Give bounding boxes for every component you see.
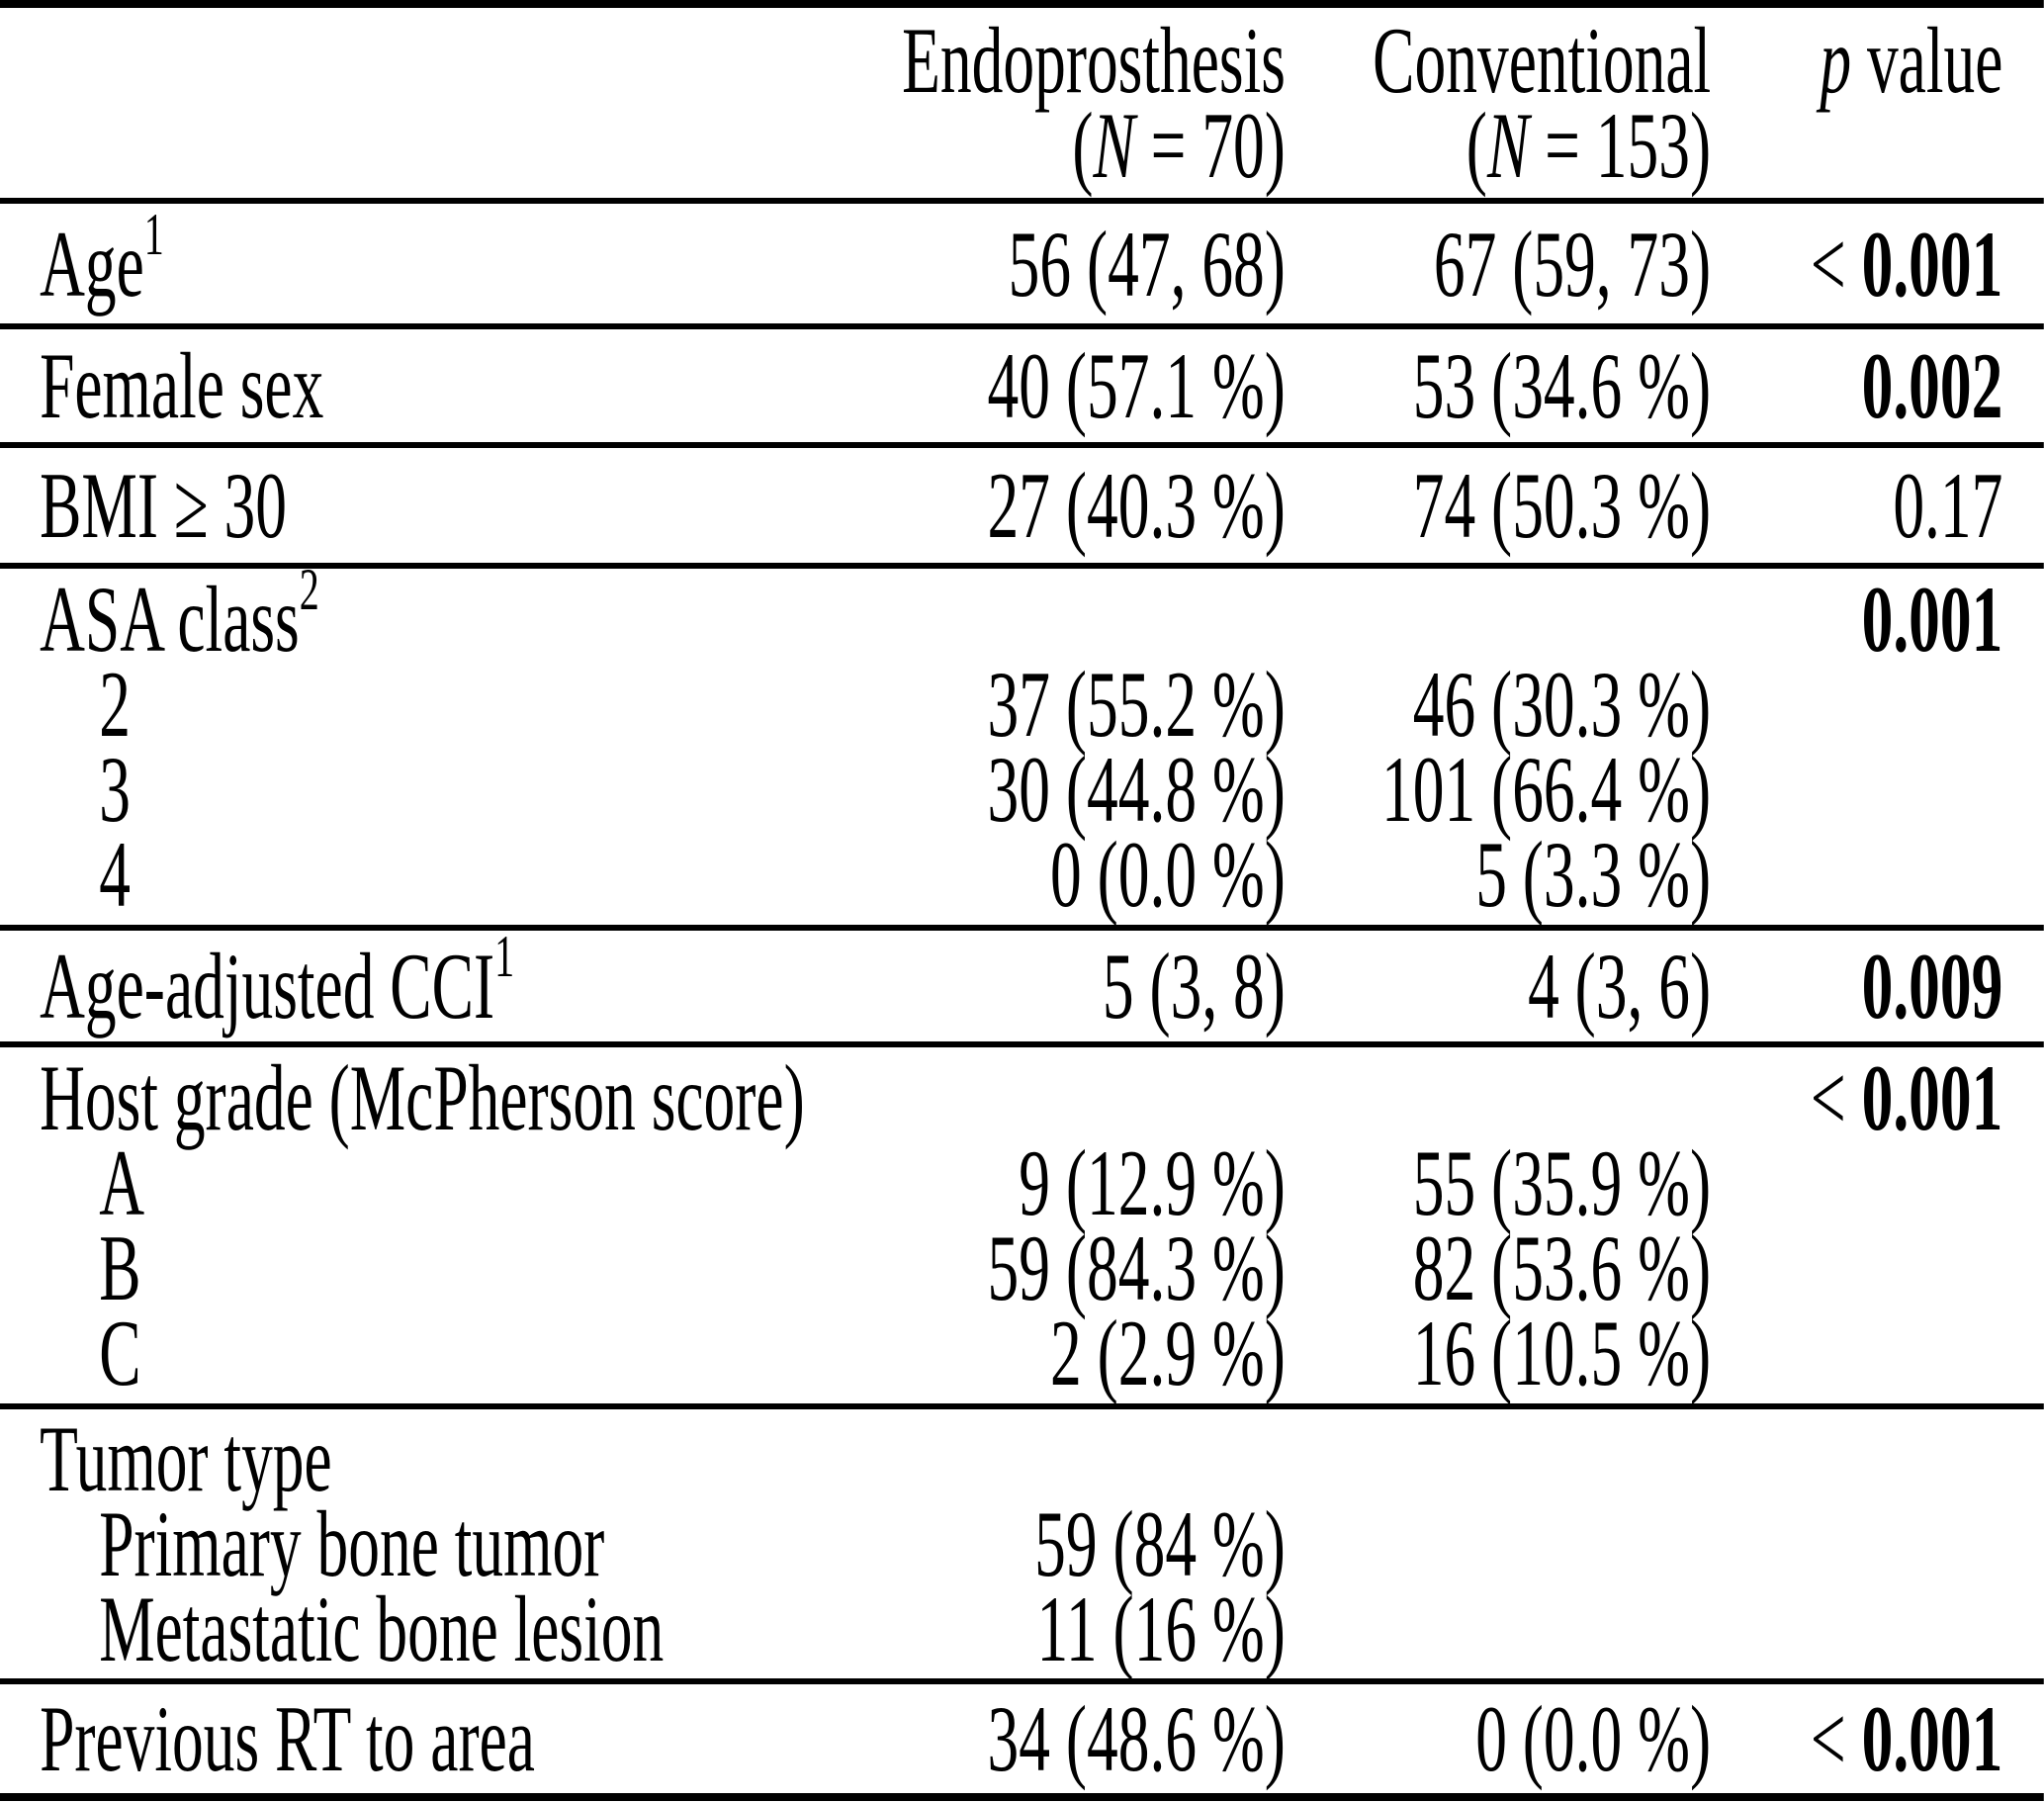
row-label-asa-class: ASA class2 [40, 557, 319, 672]
cell-bmi-conv: 74 (50.3 %) [1412, 453, 1712, 558]
row-age-adjusted-cci: Age-adjusted CCI1 5 (3, 8) 4 (3, 6) 0.00… [0, 924, 2044, 1041]
row-separator-rule [0, 442, 2044, 448]
cell-metastatic-endo: 11 (16 %) [1036, 1577, 1286, 1681]
row-bmi: BMI ≥ 30 27 (40.3 %) 74 (50.3 %) 0.17 [0, 448, 2044, 563]
footnote-marker: 1 [494, 924, 515, 989]
section-host-grade: Host grade (McPherson score) < 0.001 A 9… [0, 1047, 2044, 1403]
cell-female-conv: 53 (34.6 %) [1412, 333, 1712, 438]
row-label-host-b: B [99, 1216, 141, 1320]
row-label-asa-2: 2 [99, 652, 131, 757]
row-label-cci: Age-adjusted CCI1 [40, 924, 515, 1038]
cell-asa-p: 0.001 [1861, 567, 2003, 672]
section-tumor-type: Tumor type Primary bone tumor 59 (84 %) … [0, 1409, 2044, 1678]
cell-rt-p: < 0.001 [1810, 1686, 2003, 1791]
row-separator-rule [0, 323, 2044, 329]
cell-primary-endo: 59 (84 %) [1034, 1491, 1286, 1596]
row-label-host-grade: Host grade (McPherson score) [40, 1045, 805, 1150]
footnote-marker: 2 [299, 557, 319, 622]
col-header-conventional: Conventional [1373, 8, 1712, 113]
cell-host-b-endo: 59 (84.3 %) [987, 1216, 1286, 1320]
cell-asa-2-conv: 46 (30.3 %) [1412, 652, 1712, 757]
cell-asa-4-conv: 5 (3.3 %) [1475, 822, 1712, 927]
cell-asa-3-conv: 101 (66.4 %) [1381, 737, 1712, 842]
row-label-tumor-type: Tumor type [40, 1406, 332, 1511]
row-label-bmi: BMI ≥ 30 [40, 453, 287, 558]
cell-bmi-endo: 27 (40.3 %) [987, 453, 1286, 558]
cell-host-a-endo: 9 (12.9 %) [1019, 1130, 1286, 1235]
cell-host-c-endo: 2 (2.9 %) [1050, 1301, 1286, 1405]
cell-female-p: 0.002 [1861, 333, 2003, 438]
header-n-row: (N = 70) (N = 153) [40, 93, 2002, 198]
row-label-primary-bone-tumor: Primary bone tumor [99, 1491, 605, 1596]
table-header: Endoprosthesis Conventional p value (N =… [0, 8, 2044, 198]
cell-age-conv: 67 (59, 73) [1433, 211, 1712, 316]
row-separator-rule [0, 1041, 2044, 1047]
row-label-age: Age1 [40, 201, 164, 316]
col-header-endoprosthesis: Endoprosthesis [902, 8, 1286, 113]
table-top-rule [0, 0, 2044, 8]
cell-rt-endo: 34 (48.6 %) [987, 1686, 1286, 1791]
cell-primary-conv [1286, 1501, 1711, 1586]
cell-cci-p: 0.009 [1861, 934, 2003, 1038]
cell-female-endo: 40 (57.1 %) [987, 333, 1286, 438]
cell-cci-endo: 5 (3, 8) [1102, 934, 1286, 1038]
cell-age-p: < 0.001 [1810, 211, 2003, 316]
col-header-conventional-n: (N = 153) [1466, 93, 1712, 198]
row-label-previous-rt: Previous RT to area [40, 1686, 535, 1791]
cell-cci-conv: 4 (3, 6) [1528, 934, 1712, 1038]
row-label-asa-4: 4 [99, 822, 131, 927]
header-separator-rule [0, 198, 2044, 204]
header-empty-cell [40, 18, 837, 103]
row-separator-rule [0, 925, 2044, 931]
row-label-asa-3: 3 [99, 737, 131, 842]
section-asa-class: ASA class2 0.001 2 37 (55.2 %) 46 (30.3 … [0, 557, 2044, 927]
cell-bmi-p: 0.17 [1893, 453, 2003, 558]
table-bottom-rule [0, 1793, 2044, 1801]
row-previous-rt: Previous RT to area 34 (48.6 %) 0 (0.0 %… [0, 1684, 2044, 1793]
col-header-p-value: p value [1820, 8, 2003, 113]
row-separator-rule [0, 1678, 2044, 1684]
row-label-female-sex: Female sex [40, 333, 324, 438]
cell-asa-4-endo: 0 (0.0 %) [1050, 822, 1286, 927]
cell-host-a-conv: 55 (35.9 %) [1412, 1130, 1712, 1235]
cell-rt-conv: 0 (0.0 %) [1475, 1686, 1712, 1791]
cell-host-b-conv: 82 (53.6 %) [1412, 1216, 1712, 1320]
cell-host-c-conv: 16 (10.5 %) [1412, 1301, 1712, 1405]
row-label-host-c: C [99, 1301, 141, 1405]
row-label-host-a: A [99, 1130, 145, 1235]
row-label-metastatic-bone-lesion: Metastatic bone lesion [99, 1577, 665, 1681]
cell-metastatic-conv [1286, 1586, 1711, 1671]
footnote-marker: 1 [143, 201, 164, 267]
row-separator-rule [0, 1403, 2044, 1409]
col-header-endoprosthesis-n: (N = 70) [1072, 93, 1286, 198]
cell-age-endo: 56 (47, 68) [1008, 211, 1286, 316]
cell-asa-2-endo: 37 (55.2 %) [987, 652, 1286, 757]
row-separator-rule [0, 563, 2044, 569]
row-female-sex: Female sex 40 (57.1 %) 53 (34.6 %) 0.002 [0, 329, 2044, 442]
cell-host-p: < 0.001 [1810, 1045, 2003, 1150]
cell-asa-3-endo: 30 (44.8 %) [987, 737, 1286, 842]
row-age: Age1 56 (47, 68) 67 (59, 73) < 0.001 [0, 204, 2044, 323]
header-title-row: Endoprosthesis Conventional p value [40, 8, 2003, 113]
